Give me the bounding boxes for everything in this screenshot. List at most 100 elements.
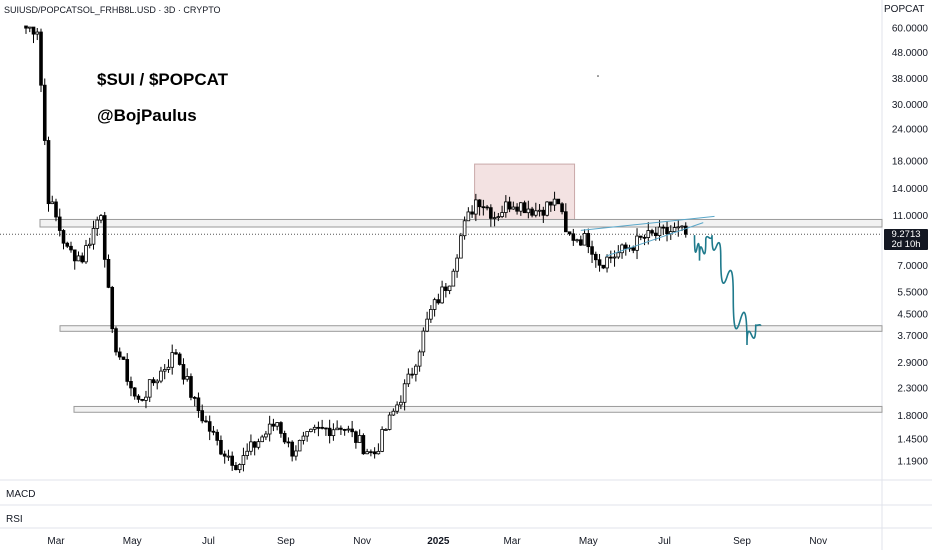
candle-body bbox=[151, 379, 156, 384]
candle-body bbox=[260, 436, 264, 443]
candle-body bbox=[324, 427, 328, 430]
candle-body bbox=[226, 455, 231, 458]
support-band-1[interactable] bbox=[59, 325, 883, 332]
candle-body bbox=[245, 450, 249, 456]
time-axis-tick: Nov bbox=[809, 536, 827, 547]
price-axis-tick: 4.5000 bbox=[897, 310, 928, 321]
candle-body bbox=[185, 376, 190, 380]
price-axis-tick: 7.0000 bbox=[897, 261, 928, 272]
candle-body bbox=[297, 439, 302, 452]
candle-body bbox=[421, 330, 426, 353]
projection-path[interactable] bbox=[693, 235, 762, 346]
candle-body bbox=[567, 231, 572, 235]
candle-body bbox=[417, 351, 422, 367]
price-axis-tick: 48.0000 bbox=[892, 48, 929, 59]
candle-body bbox=[136, 395, 141, 400]
candle-body bbox=[650, 230, 654, 234]
candle-body bbox=[451, 270, 456, 287]
candle-body bbox=[237, 464, 242, 471]
last-price-value: 9.2713 bbox=[891, 229, 921, 240]
price-axis-tick: 30.0000 bbox=[892, 100, 929, 111]
candle-body bbox=[410, 373, 414, 376]
last-price-tag: 9.2713 2d 10h bbox=[884, 229, 928, 250]
candle-body bbox=[387, 414, 392, 430]
candle-body bbox=[429, 309, 433, 320]
candle-body bbox=[61, 230, 66, 244]
candle-body bbox=[267, 423, 272, 435]
candle-body bbox=[219, 439, 223, 455]
candle-body bbox=[395, 404, 399, 412]
candle-body bbox=[631, 247, 636, 251]
candle-body bbox=[50, 201, 55, 205]
candle-body bbox=[492, 217, 497, 220]
price-axis-tick: 2.9000 bbox=[897, 358, 928, 369]
candle-body bbox=[54, 201, 58, 218]
wedge-lower-line[interactable] bbox=[605, 222, 704, 257]
candle-body bbox=[623, 244, 628, 249]
candle-body bbox=[590, 246, 594, 255]
candle-body bbox=[571, 233, 576, 241]
candle-body bbox=[526, 208, 531, 214]
candle-body bbox=[530, 208, 534, 216]
support-band-2[interactable] bbox=[73, 405, 883, 413]
candle-body bbox=[414, 365, 418, 375]
price-axis-tick: 60.0000 bbox=[892, 24, 929, 35]
candle-body bbox=[515, 206, 519, 212]
time-axis-tick: Jul bbox=[202, 536, 215, 547]
candle-body bbox=[594, 253, 598, 261]
candle-body bbox=[331, 429, 336, 437]
candle-body bbox=[466, 211, 471, 222]
candle-body bbox=[170, 352, 175, 368]
candle-body bbox=[31, 26, 36, 35]
candle-body bbox=[275, 422, 279, 427]
candle-body bbox=[676, 226, 681, 229]
candle-body bbox=[320, 426, 324, 429]
resistance-band[interactable] bbox=[39, 218, 883, 228]
price-axis-tick: 1.1900 bbox=[897, 457, 928, 468]
candle-body bbox=[204, 420, 208, 423]
candle-body bbox=[575, 239, 579, 242]
candle-body bbox=[436, 299, 441, 304]
candle-body bbox=[69, 245, 73, 251]
candle-body bbox=[635, 235, 639, 251]
candle-body bbox=[402, 383, 407, 403]
rsi-pane-label[interactable]: RSI bbox=[6, 514, 23, 525]
wedge-upper-line[interactable] bbox=[580, 215, 715, 231]
candle-body bbox=[365, 451, 369, 455]
candle-body bbox=[485, 206, 489, 209]
candle-body bbox=[579, 239, 583, 246]
candle-body bbox=[211, 430, 216, 433]
candle-body bbox=[129, 380, 133, 389]
candle-body bbox=[144, 396, 148, 401]
candle-body bbox=[661, 226, 666, 229]
price-axis-tick: 24.0000 bbox=[892, 125, 929, 136]
candle-body bbox=[507, 201, 512, 210]
time-axis-tick: May bbox=[579, 536, 598, 547]
candle-body bbox=[155, 380, 160, 384]
candle-body bbox=[294, 450, 298, 457]
candle-body bbox=[110, 286, 115, 330]
candle-body bbox=[586, 233, 591, 248]
candle-body bbox=[65, 242, 70, 247]
candle-body bbox=[249, 441, 253, 452]
candle-body bbox=[474, 199, 478, 215]
candle-body bbox=[42, 84, 47, 141]
candle-body bbox=[545, 201, 549, 216]
candle-body bbox=[462, 220, 467, 237]
candle-body bbox=[140, 398, 145, 401]
cursor-dot bbox=[597, 75, 599, 77]
macd-pane-label[interactable]: MACD bbox=[6, 489, 36, 500]
time-axis-tick: Mar bbox=[47, 536, 65, 547]
candle-body bbox=[354, 431, 358, 443]
candle-body bbox=[95, 219, 100, 229]
symbol-badge: POPCAT bbox=[884, 4, 925, 15]
candle-body bbox=[312, 426, 317, 430]
candle-body bbox=[264, 433, 268, 438]
price-axis-tick: 1.8000 bbox=[897, 411, 928, 422]
candle-body bbox=[470, 211, 474, 215]
candle-body bbox=[477, 199, 482, 208]
candle-body bbox=[91, 228, 96, 245]
candle-body bbox=[252, 441, 257, 448]
candle-body bbox=[301, 435, 306, 441]
